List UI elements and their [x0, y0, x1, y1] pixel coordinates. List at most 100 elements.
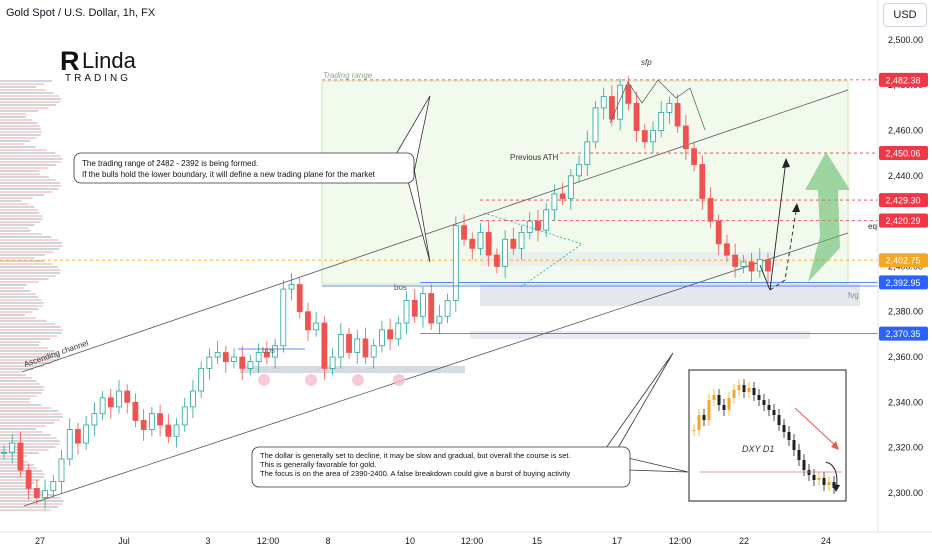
price-tag-label: 2,482.38 — [885, 75, 920, 85]
volume-profile-bar — [0, 368, 34, 370]
price-tick-label: 2,380.00 — [888, 307, 923, 317]
callout-bottom-pointer2 — [627, 457, 689, 473]
volume-profile-bar — [0, 353, 60, 355]
candle-body — [633, 102, 640, 131]
volume-profile-bar — [0, 191, 53, 193]
candle-body — [370, 345, 377, 358]
volume-profile-bar — [0, 290, 31, 292]
inset-candle-body — [807, 470, 811, 475]
volume-profile-bar — [0, 344, 39, 346]
volume-profile-bar — [0, 455, 28, 457]
candle-body — [609, 96, 615, 120]
candle-body — [584, 141, 591, 165]
time-tick-label: 12:00 — [461, 536, 484, 546]
candle-body — [387, 329, 394, 340]
candles — [1, 76, 771, 509]
price-tag — [879, 146, 928, 161]
inset-candle-body — [772, 410, 776, 415]
volume-profile-bar — [0, 413, 63, 415]
volume-profile-bar — [0, 296, 39, 298]
volume-profile-bar — [0, 362, 53, 364]
candle-body — [403, 300, 410, 324]
volume-profile-bar — [0, 224, 35, 226]
time-tick-label: 12:00 — [257, 536, 280, 546]
chart-title: Gold Spot / U.S. Dollar, 1h, FX — [6, 7, 156, 19]
volume-profile-bar — [0, 263, 53, 265]
volume-profile-bar — [0, 365, 44, 367]
candle-body — [296, 284, 303, 313]
inset-candle-body — [757, 395, 761, 400]
trading-range-label: Trading range — [323, 71, 373, 80]
volume-profile-bar — [0, 359, 59, 361]
time-tick-label: 27 — [35, 536, 45, 546]
volume-profile-bar — [0, 305, 43, 307]
inset-candle-body — [767, 405, 771, 410]
time-tick-label: 22 — [739, 536, 749, 546]
candle-body — [551, 193, 558, 211]
time-axis[interactable] — [0, 532, 932, 550]
candle-body — [272, 345, 278, 358]
volume-profile-bar — [0, 242, 63, 244]
callout-bottom — [251, 446, 631, 488]
volume-profile-bar — [0, 302, 44, 304]
price-tick-label: 2,440.00 — [888, 171, 923, 181]
candle-body — [190, 390, 196, 408]
inset-candle-body — [722, 405, 726, 410]
price-tag-label: 2,429.30 — [885, 196, 920, 206]
callout-top — [73, 152, 415, 184]
inset-candle-body — [712, 395, 716, 400]
price-tag — [879, 72, 928, 87]
volume-profile-bar — [0, 287, 24, 289]
volume-profile-bar — [0, 416, 64, 418]
currency-button[interactable]: USD — [883, 3, 927, 27]
candle-body — [140, 420, 147, 430]
callout-top-line2: If the bulls hold the lower boundary, it… — [82, 170, 376, 179]
volume-profile-bar — [0, 257, 36, 259]
inset-candle-body — [742, 385, 746, 392]
price-tag-label: 2,392.95 — [885, 278, 920, 288]
volume-profile-bar — [0, 83, 44, 85]
candle-body — [444, 300, 451, 317]
candle-body — [313, 322, 320, 331]
volume-profile-bar — [0, 128, 41, 130]
volume-profile-bar — [0, 395, 37, 397]
volume-profile-bar — [0, 92, 54, 94]
candle-body — [206, 356, 213, 369]
candle-body — [321, 322, 328, 369]
volume-profile-bar — [0, 293, 36, 295]
volume-profile-bar — [0, 269, 61, 271]
volume-profile-bar — [0, 239, 59, 241]
volume-profile-bar — [0, 155, 61, 157]
candle-body — [518, 232, 525, 249]
volume-profile-bar — [0, 386, 44, 388]
candle-body — [42, 490, 48, 498]
volume-profile-bar — [0, 314, 26, 316]
volume-profile-bar — [0, 182, 61, 184]
volume-profile-bar — [0, 140, 31, 142]
candle-body — [1, 451, 7, 454]
volume-profile-bar — [0, 338, 50, 340]
projection-arrowhead-2 — [792, 203, 800, 212]
callout-bottom-line3: The focus is on the area of 2390-2400. A… — [260, 469, 570, 478]
volume-profile — [0, 80, 64, 511]
candle-body — [502, 238, 509, 267]
volume-profile-bar — [0, 449, 49, 451]
inset-candle-body — [727, 398, 731, 410]
price-tag-label: 2,402.75 — [885, 256, 920, 266]
volume-profile-bar — [0, 461, 29, 463]
inset-candle-body — [782, 425, 786, 432]
inset-candle-body — [787, 432, 791, 440]
liquidity-dot — [305, 374, 317, 386]
svg-text:R: R — [60, 46, 80, 76]
support-zone — [480, 252, 780, 266]
candle-body — [337, 333, 344, 358]
volume-profile-bar — [0, 110, 39, 112]
volume-profile-bar — [0, 179, 56, 181]
volume-profile-bar — [0, 173, 41, 175]
price-tag-label: 2,370.35 — [885, 329, 920, 339]
candle-body — [461, 225, 467, 240]
volume-profile-bar — [0, 200, 22, 202]
volume-profile-bar — [0, 425, 46, 427]
candle-body — [641, 130, 648, 143]
